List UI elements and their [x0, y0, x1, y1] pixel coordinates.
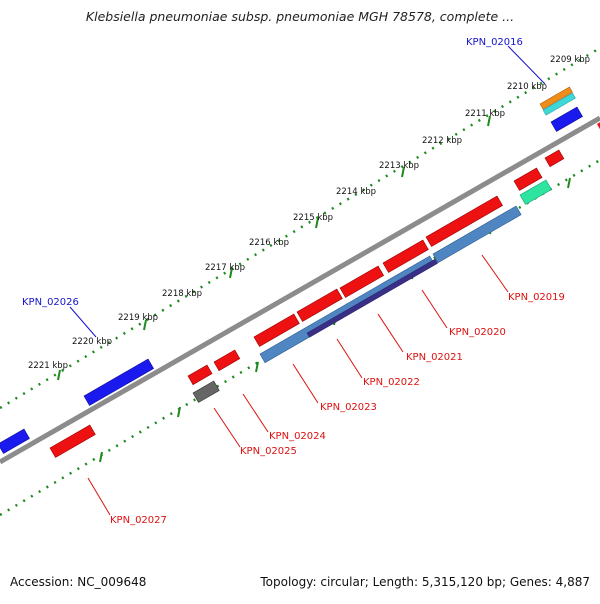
scale-tick-label: 2210 kbp	[507, 82, 547, 92]
gene-feature-red[interactable]	[382, 239, 429, 273]
outer-scale-major-ticks	[57, 115, 491, 381]
gene-feature-kpn-02019[interactable]	[432, 205, 522, 264]
scale-tick-label: 2215 kbp	[293, 213, 333, 223]
gene-feature-red[interactable]	[425, 195, 503, 247]
scale-tick-labels: 2209 kbp 2210 kbp 2211 kbp 2212 kbp 2213…	[28, 55, 590, 371]
scale-tick-label: 2214 kbp	[336, 187, 376, 197]
scale-tick-label: 2220 kbp	[72, 337, 112, 347]
scale-tick-label: 2219 kbp	[118, 313, 158, 323]
gene-feature-red[interactable]	[253, 313, 300, 347]
gene-feature-green[interactable]	[519, 179, 552, 205]
accession-label: Accession: NC_009648	[10, 575, 147, 589]
gene-feature-red[interactable]	[544, 149, 565, 168]
gene-feature-gray[interactable]	[192, 380, 220, 403]
gene-label-kpn-02019[interactable]: KPN_02019	[508, 292, 565, 303]
scale-tick-label: 2217 kbp	[205, 263, 245, 273]
gene-feature-kpn-02025[interactable]	[187, 364, 213, 386]
scale-tick-label: 2213 kbp	[379, 161, 419, 171]
gene-feature-kpn-02016-cyan[interactable]	[542, 92, 576, 116]
gene-label-kpn-02026[interactable]: KPN_02026	[22, 297, 79, 308]
scale-tick-label: 2216 kbp	[249, 238, 289, 248]
scale-tick-label: 2218 kbp	[162, 289, 202, 299]
label-leader-lines	[69, 45, 546, 516]
gene-label-kpn-02022[interactable]: KPN_02022	[363, 377, 420, 388]
scale-tick-label: 2209 kbp	[550, 55, 590, 65]
gene-label-kpn-02024[interactable]: KPN_02024	[269, 431, 326, 442]
gene-feature-blue[interactable]	[550, 106, 583, 132]
gene-feature-kpn-02027[interactable]	[49, 424, 96, 458]
chromosome-backbone	[0, 115, 600, 465]
gene-label-kpn-02027[interactable]: KPN_02027	[110, 515, 167, 526]
scale-tick-label: 2221 kbp	[28, 361, 68, 371]
genome-summary: Topology: circular; Length: 5,315,120 bp…	[260, 575, 590, 589]
gene-feature-kpn-02022[interactable]	[259, 255, 436, 364]
gene-feature-kpn-02021[interactable]	[306, 258, 438, 338]
map-title: Klebsiella pneumoniae subsp. pneumoniae …	[85, 9, 515, 24]
gene-feature-kpn-02026[interactable]	[83, 358, 154, 406]
gene-feature-red[interactable]	[296, 288, 343, 322]
gene-label-kpn-02025[interactable]: KPN_02025	[240, 446, 297, 457]
scale-tick-label: 2211 kbp	[465, 109, 505, 119]
gene-labels: KPN_02016 KPN_02026 KPN_02019 KPN_02020 …	[22, 37, 565, 526]
gene-track	[0, 86, 600, 458]
gene-label-kpn-02016[interactable]: KPN_02016	[466, 37, 523, 48]
scale-tick-label: 2212 kbp	[422, 136, 462, 146]
outer-scale-track	[0, 46, 600, 410]
gene-feature-red[interactable]	[513, 167, 543, 191]
gene-feature-kpn-02016-orange[interactable]	[539, 86, 573, 110]
gene-feature-red[interactable]	[339, 265, 385, 298]
gene-label-kpn-02020[interactable]: KPN_02020	[449, 327, 506, 338]
gene-feature-kpn-02024[interactable]	[213, 349, 241, 372]
gene-label-kpn-02023[interactable]: KPN_02023	[320, 402, 377, 413]
gene-label-kpn-02021[interactable]: KPN_02021	[406, 352, 463, 363]
gene-feature-blue[interactable]	[0, 428, 30, 454]
